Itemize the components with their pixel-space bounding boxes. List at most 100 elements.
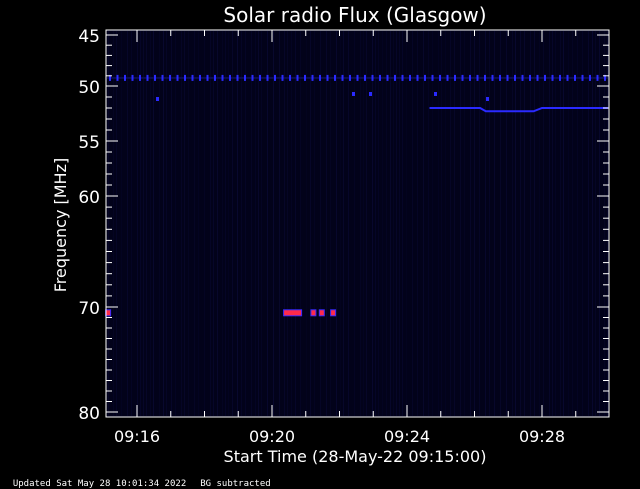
band-pulse xyxy=(341,74,344,81)
texture-stripe xyxy=(539,31,540,416)
band-pulse xyxy=(274,74,276,81)
texture-stripe xyxy=(143,31,144,416)
texture-stripe xyxy=(340,31,341,416)
texture-stripe xyxy=(599,31,600,416)
x-axis: 09:16 09:20 09:24 09:28 xyxy=(114,30,577,446)
texture-stripe xyxy=(572,31,573,416)
band-pulse xyxy=(356,74,359,81)
texture-stripe xyxy=(217,31,218,416)
texture-stripe xyxy=(175,31,176,416)
texture-stripe xyxy=(213,31,214,416)
texture-stripe xyxy=(386,31,387,416)
texture-stripe xyxy=(399,31,400,416)
band-pulse xyxy=(446,74,449,81)
texture-stripe xyxy=(417,31,418,416)
blue-speck xyxy=(486,97,489,101)
plot-frame xyxy=(105,29,610,418)
band-pulse xyxy=(304,74,306,81)
band-pulse xyxy=(109,74,111,81)
y-tick-label: 55 xyxy=(78,133,100,153)
texture-stripe xyxy=(595,31,596,416)
texture-stripe xyxy=(524,31,525,416)
texture-stripe xyxy=(577,31,578,416)
band-pulse xyxy=(139,74,141,81)
texture-stripe xyxy=(131,31,132,416)
texture-stripe xyxy=(390,31,391,416)
texture-stripe xyxy=(121,31,122,416)
texture-stripe xyxy=(445,31,446,416)
texture-stripe xyxy=(506,31,507,416)
texture-stripe xyxy=(237,31,238,416)
texture-stripe xyxy=(515,31,516,416)
band-pulse xyxy=(206,74,209,81)
y-tick-label: 70 xyxy=(78,299,100,319)
texture-stripe xyxy=(241,31,242,416)
texture-stripe xyxy=(153,31,154,416)
band-pulse xyxy=(229,74,231,81)
band-pulse xyxy=(521,74,524,81)
texture-stripe xyxy=(336,31,337,416)
texture-stripe xyxy=(146,31,147,416)
band-pulse xyxy=(476,74,479,81)
texture-stripe xyxy=(225,31,226,416)
band-pulse xyxy=(251,74,254,81)
y-axis: 45 50 55 60 70 80 xyxy=(78,27,609,424)
band-pulse xyxy=(124,74,126,81)
spectrogram-signals xyxy=(105,74,608,317)
texture-stripe xyxy=(360,31,361,416)
band-pulse xyxy=(244,74,246,81)
red-burst xyxy=(106,310,111,316)
band-pulse xyxy=(236,74,239,81)
band-pulse xyxy=(506,74,509,81)
x-tick-label: 09:20 xyxy=(249,427,295,446)
band-pulse xyxy=(401,74,404,81)
texture-stripe xyxy=(396,31,397,416)
texture-stripe xyxy=(258,31,259,416)
band-pulse xyxy=(484,74,486,81)
texture-stripe xyxy=(432,31,433,416)
band-pulse xyxy=(296,74,299,81)
band-pulse xyxy=(529,74,531,81)
y-tick-label: 80 xyxy=(78,404,100,424)
band-pulse xyxy=(536,74,539,81)
band-pulse xyxy=(326,74,329,81)
band-pulse xyxy=(259,74,261,81)
x-tick-label: 09:28 xyxy=(519,427,565,446)
texture-stripe xyxy=(549,31,550,416)
band-pulse xyxy=(161,74,164,81)
texture-stripe xyxy=(568,31,569,416)
red-burst xyxy=(311,310,316,316)
band-pulse xyxy=(146,74,149,81)
texture-stripe xyxy=(116,31,117,416)
band-pulse xyxy=(214,74,216,81)
texture-stripe xyxy=(474,31,475,416)
band-pulse xyxy=(461,74,464,81)
texture-stripe xyxy=(228,31,229,416)
texture-stripe xyxy=(330,31,331,416)
texture-stripe xyxy=(470,31,471,416)
texture-stripe xyxy=(563,31,564,416)
band-pulse xyxy=(604,74,606,81)
texture-stripe xyxy=(255,31,256,416)
texture-stripe xyxy=(375,31,376,416)
texture-stripe xyxy=(494,31,495,416)
band-pulse xyxy=(596,74,599,81)
band-pulse xyxy=(424,74,426,81)
texture-stripe xyxy=(204,31,205,416)
texture-stripe xyxy=(363,31,364,416)
band-pulse xyxy=(416,74,419,81)
texture-stripe xyxy=(441,31,442,416)
texture-stripe xyxy=(210,31,211,416)
x-tick-label: 09:16 xyxy=(114,427,160,446)
texture-stripe xyxy=(140,31,141,416)
texture-stripe xyxy=(354,31,355,416)
band-pulse xyxy=(431,74,434,81)
band-pulse xyxy=(469,74,471,81)
blue-speck xyxy=(369,92,372,96)
texture-stripe xyxy=(604,31,605,416)
y-tick-label: 50 xyxy=(78,78,100,98)
texture-stripe xyxy=(450,31,451,416)
red-burst xyxy=(331,310,336,316)
texture-stripe xyxy=(184,31,185,416)
texture-stripe xyxy=(460,31,461,416)
